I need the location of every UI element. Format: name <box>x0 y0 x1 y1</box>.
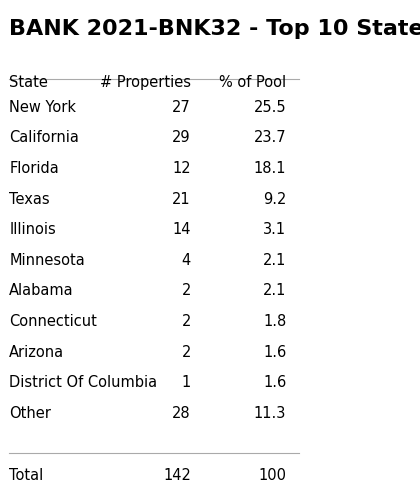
Text: 142: 142 <box>163 468 191 483</box>
Text: Minnesota: Minnesota <box>9 253 85 268</box>
Text: 12: 12 <box>172 161 191 176</box>
Text: 4: 4 <box>181 253 191 268</box>
Text: 28: 28 <box>172 406 191 421</box>
Text: 1.6: 1.6 <box>263 375 286 391</box>
Text: Total: Total <box>9 468 44 483</box>
Text: BANK 2021-BNK32 - Top 10 States: BANK 2021-BNK32 - Top 10 States <box>9 19 420 39</box>
Text: 25.5: 25.5 <box>254 100 286 114</box>
Text: 29: 29 <box>172 131 191 145</box>
Text: 14: 14 <box>172 222 191 237</box>
Text: 2.1: 2.1 <box>263 253 286 268</box>
Text: 9.2: 9.2 <box>263 191 286 206</box>
Text: Florida: Florida <box>9 161 59 176</box>
Text: New York: New York <box>9 100 76 114</box>
Text: 1: 1 <box>181 375 191 391</box>
Text: District Of Columbia: District Of Columbia <box>9 375 158 391</box>
Text: State: State <box>9 75 48 91</box>
Text: Other: Other <box>9 406 51 421</box>
Text: Connecticut: Connecticut <box>9 314 97 329</box>
Text: # Properties: # Properties <box>100 75 191 91</box>
Text: 100: 100 <box>258 468 286 483</box>
Text: 2: 2 <box>181 345 191 360</box>
Text: California: California <box>9 131 79 145</box>
Text: 11.3: 11.3 <box>254 406 286 421</box>
Text: Alabama: Alabama <box>9 283 74 299</box>
Text: Illinois: Illinois <box>9 222 56 237</box>
Text: 2.1: 2.1 <box>263 283 286 299</box>
Text: 23.7: 23.7 <box>254 131 286 145</box>
Text: 2: 2 <box>181 283 191 299</box>
Text: 21: 21 <box>172 191 191 206</box>
Text: 1.6: 1.6 <box>263 345 286 360</box>
Text: 27: 27 <box>172 100 191 114</box>
Text: 1.8: 1.8 <box>263 314 286 329</box>
Text: % of Pool: % of Pool <box>219 75 286 91</box>
Text: 18.1: 18.1 <box>254 161 286 176</box>
Text: 2: 2 <box>181 314 191 329</box>
Text: 3.1: 3.1 <box>263 222 286 237</box>
Text: Arizona: Arizona <box>9 345 64 360</box>
Text: Texas: Texas <box>9 191 50 206</box>
